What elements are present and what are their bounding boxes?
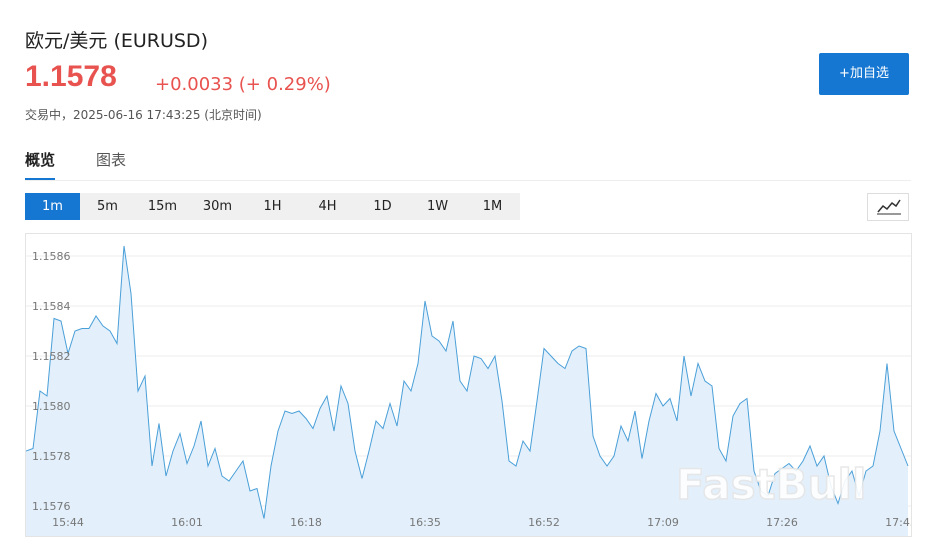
x-tick-label: 15:44	[52, 516, 84, 529]
interval-button[interactable]: 1D	[373, 199, 392, 214]
x-tick-label: 16:01	[171, 516, 203, 529]
y-tick-label: 1.1586	[32, 250, 71, 263]
x-tick-label: 17:26	[766, 516, 798, 529]
icon	[877, 199, 901, 215]
y-tick-label: 1.1580	[32, 400, 71, 413]
price: 1.1578	[25, 60, 117, 93]
line	[26, 245, 909, 519]
interval-button[interactable]: 5m	[97, 199, 118, 214]
tab[interactable]: 图表	[96, 151, 127, 169]
watermark: FastBull	[676, 460, 866, 509]
divider	[25, 180, 911, 181]
x-tick-label: 16:35	[409, 516, 441, 529]
interval-button[interactable]: 1m	[25, 193, 80, 220]
interval-button[interactable]: 1W	[426, 199, 449, 214]
x-tick-label: 17:43	[885, 516, 911, 529]
x-tick-label: 17:09	[647, 516, 679, 529]
interval-button[interactable]: 15m	[147, 199, 178, 214]
x-tick-label: 16:52	[528, 516, 560, 529]
chart-box: 1.1576 1.1578 1.1580 1.1582 1.1584 1.1586 15:4…	[25, 233, 912, 537]
chart: 1.1576 1.1578 1.1580 1.1582 1.1584 1.1586 15:4…	[26, 245, 911, 536]
y-tick-label: 1.1584	[32, 300, 71, 313]
price-change: +0.0033 (+ 0.29%)	[155, 74, 331, 95]
tab[interactable]: 概览	[25, 151, 56, 181]
interval-bar: 1m 5m 15m 30m 1H 4H 1D 1W 1M	[25, 193, 520, 220]
interval-button[interactable]: 1M	[482, 199, 503, 214]
interval-button[interactable]: 30m	[202, 199, 233, 214]
interval-button[interactable]: 4H	[318, 199, 337, 214]
x-tick-label: 16:18	[290, 516, 322, 529]
y-tick-label: 1.1576	[32, 500, 71, 513]
chart-type-button[interactable]	[867, 193, 909, 221]
title: 欧元/美元 (EURUSD)	[25, 30, 208, 52]
y-tick-label: 1.1578	[32, 450, 71, 463]
y-tick-label: 1.1582	[32, 350, 71, 363]
add-watchlist-button[interactable]: +加自选	[819, 53, 909, 95]
interval-button[interactable]: 1H	[263, 199, 282, 214]
status: 交易中，2025-06-16 17:43:25 (北京时间)	[25, 108, 262, 122]
